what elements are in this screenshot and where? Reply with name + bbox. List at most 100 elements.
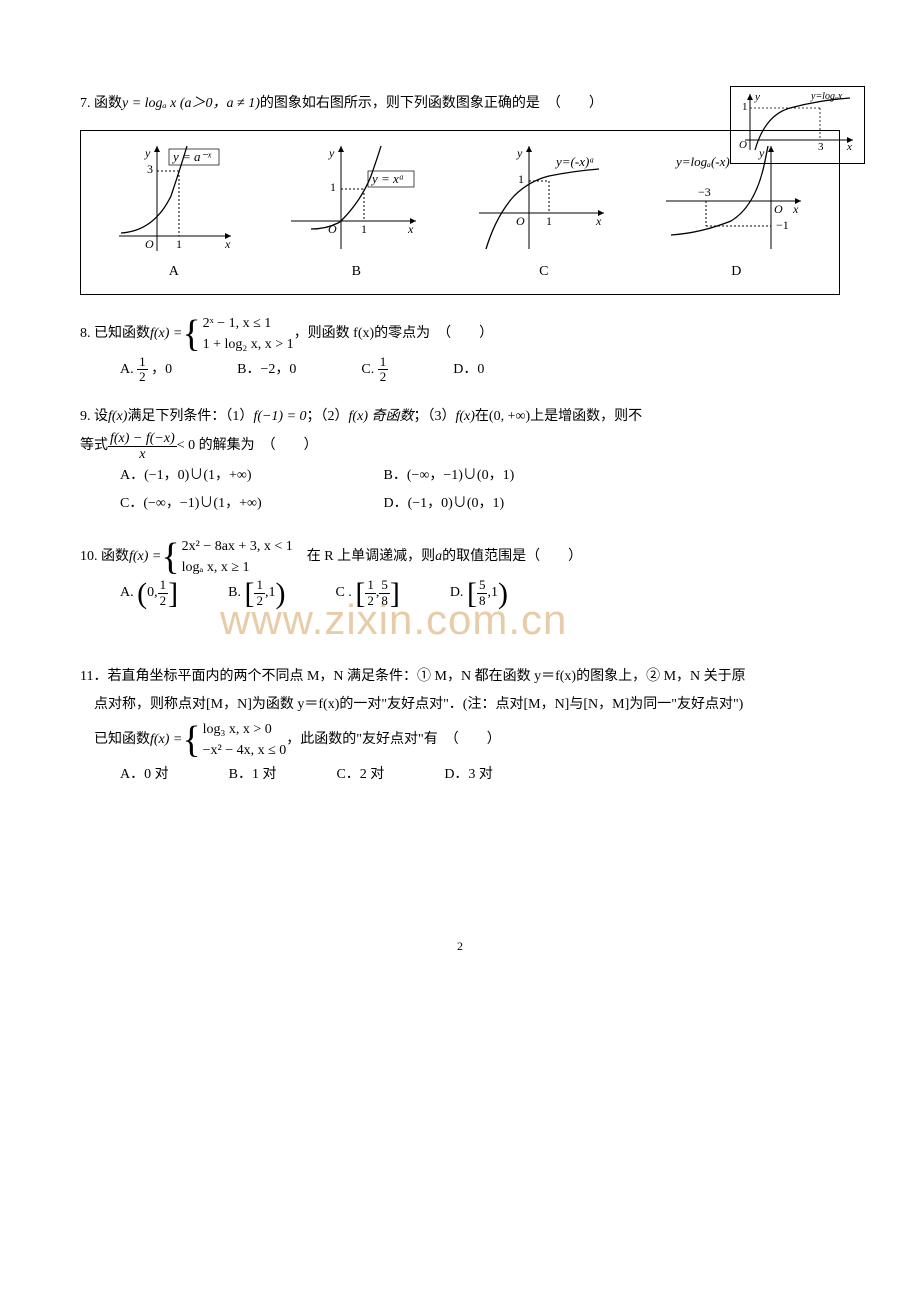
- q11-piecewise: { log₃ x, x > 0 −x² − 4x, x ≤ 0: [182, 719, 286, 761]
- q10-c-rb: ]: [390, 580, 400, 607]
- page-number: 2: [80, 939, 840, 954]
- q7-label-d: D: [661, 258, 811, 286]
- q9-fnum: f(x) − f(−x): [108, 431, 177, 447]
- question-7: 7. 函数 y = logₐ x (a＞0，a ≠ 1) 的图象如右图所示，则下…: [80, 90, 840, 295]
- q11-l3p: 已知函数: [94, 726, 150, 754]
- q9-c1: f(−1) = 0: [253, 403, 306, 431]
- q8-suffix: ，则函数 f(x)的零点为 （ ）: [294, 320, 494, 348]
- q10-c-f2n: 5: [379, 578, 390, 593]
- q7-graphs-box: y = a⁻ˣ 3 1 O x y A: [80, 130, 840, 295]
- q7-prefix: 7. 函数: [80, 90, 122, 118]
- question-10: 10. 函数 f(x) = { 2x² − 8ax + 3, x < 1 log…: [80, 536, 840, 608]
- q8-opt-c: C. 12: [361, 355, 388, 385]
- q8-opt-a: A. 12 ，0: [120, 355, 172, 385]
- q9-opt-c: C．(−∞，−1)∪(1，+∞): [120, 490, 380, 518]
- q11-opt-c: C．2 对: [336, 761, 384, 789]
- svg-text:O: O: [516, 214, 525, 228]
- q10-b-fn: 1: [254, 578, 265, 593]
- svg-text:1: 1: [361, 222, 367, 236]
- q9-opt-b: B．(−∞，−1)∪(0，1): [384, 468, 515, 483]
- q8-opt-d: D．0: [453, 356, 484, 384]
- q10-c-f1d: 2: [365, 594, 376, 608]
- q9-c3b: 上是增函数，则不: [530, 403, 642, 431]
- q10-opt-d: D. [ 58 ,1 ): [450, 578, 508, 608]
- q7-graph-a: y = a⁻ˣ 3 1 O x y A: [109, 141, 239, 286]
- q9-c3a: 在: [475, 403, 489, 431]
- svg-text:y=logₐ(-x): y=logₐ(-x): [674, 154, 730, 169]
- q7-graph-c: y=(-x)ᵃ 1 1 O x y C: [474, 141, 614, 286]
- svg-text:y = a⁻ˣ: y = a⁻ˣ: [171, 149, 211, 164]
- svg-text:y: y: [516, 146, 523, 160]
- q11-opt-d: D．3 对: [444, 761, 493, 789]
- q8-piece1: 2ˣ − 1, x ≤ 1: [203, 313, 294, 334]
- q10-a-fn: 1: [158, 578, 169, 593]
- q10-a-fd: 2: [158, 594, 169, 608]
- q7-suffix: 的图象如右图所示，则下列函数图象正确的是 （ ）: [260, 90, 603, 118]
- q9-fx1: f(x): [108, 403, 127, 431]
- q10-prefix: 10. 函数: [80, 543, 129, 571]
- q10-p2: logₐ x, x ≥ 1: [182, 557, 293, 578]
- svg-text:y: y: [144, 146, 151, 160]
- q11-opt-b: B．1 对: [229, 761, 277, 789]
- svg-text:y: y: [758, 146, 765, 160]
- svg-text:x: x: [407, 222, 414, 236]
- svg-text:O: O: [328, 222, 337, 236]
- q10-p1: 2x² − 8ax + 3, x < 1: [182, 536, 293, 557]
- q8-a-tail: ，0: [151, 362, 172, 377]
- q10-opt-a: A. ( 0, 12 ]: [120, 578, 178, 608]
- q8-a-label: A.: [120, 362, 137, 377]
- q10-d-fd: 8: [477, 594, 488, 608]
- q7-graph-d: y=logₐ(-x) −3 −1 O x y D: [661, 141, 811, 286]
- q9-fden: x: [108, 447, 177, 462]
- q9-m3: ；（3）: [413, 403, 455, 431]
- question-9: 9. 设 f(x) 满足下列条件：（1） f(−1) = 0 ；（2） f(x)…: [80, 403, 840, 519]
- q8-lhs: f(x) =: [150, 320, 182, 348]
- q8-c-label: C.: [361, 362, 377, 377]
- q11-lhs: f(x) =: [150, 726, 182, 754]
- q10-b-fd: 2: [254, 594, 265, 608]
- svg-text:x: x: [595, 214, 602, 228]
- q7-label-b: B: [286, 258, 426, 286]
- q8-piece2: 1 + log₂ x, x > 1: [203, 334, 294, 355]
- q8-opt-b: B．−2，0: [237, 356, 296, 384]
- svg-text:−3: −3: [698, 185, 711, 199]
- q9-l2b: < 0 的解集为 （ ）: [177, 432, 318, 460]
- svg-text:3: 3: [147, 162, 153, 176]
- svg-text:1: 1: [518, 172, 524, 186]
- q9-c3fx: f(x): [455, 403, 474, 431]
- q8-a-den: 2: [137, 370, 148, 384]
- q10-lhs: f(x) =: [129, 543, 161, 571]
- q9-opt-a: A．(−1，0)∪(1，+∞): [120, 462, 380, 490]
- q8-prefix: 8. 已知函数: [80, 320, 150, 348]
- q10-d-n2: ,1: [487, 579, 498, 607]
- q10-opt-b: B. [ 12 ,1 ): [228, 578, 285, 608]
- q10-d-lb: [: [467, 580, 477, 607]
- q8-c-den: 2: [378, 370, 389, 384]
- q11-l3s: ，此函数的"友好点对"有 （ ）: [286, 726, 500, 754]
- q10-a-lb: (: [137, 580, 147, 607]
- q10-d-rb: ): [498, 580, 508, 607]
- q7-graph-b: y = xᵃ 1 1 O x y B: [286, 141, 426, 286]
- question-8: 8. 已知函数 f(x) = { 2ˣ − 1, x ≤ 1 1 + log₂ …: [80, 313, 840, 385]
- q7-label-c: C: [474, 258, 614, 286]
- svg-text:−1: −1: [776, 218, 789, 232]
- q11-line2: 点对称，则称点对[M，N]为函数 y＝f(x)的一对"友好点对"．(注：点对[M…: [80, 691, 840, 719]
- q7-func: y = logₐ x (a＞0，a ≠ 1): [122, 90, 260, 118]
- q10-mid: 在 R 上单调递减，则: [293, 543, 435, 571]
- q11-opt-a: A．0 对: [120, 761, 169, 789]
- q7-label-a: A: [109, 258, 239, 286]
- q10-piecewise: { 2x² − 8ax + 3, x < 1 logₐ x, x ≥ 1: [161, 536, 292, 578]
- svg-text:y: y: [328, 146, 335, 160]
- question-11: 11．若直角坐标平面内的两个不同点 M，N 满足条件：① M，N 都在函数 y＝…: [80, 663, 840, 789]
- q9-p1: 9. 设: [80, 403, 108, 431]
- q10-c-lb: [: [355, 580, 365, 607]
- q8-a-num: 1: [137, 355, 148, 370]
- q10-b-rb: ): [275, 580, 285, 607]
- q11-line1: 11．若直角坐标平面内的两个不同点 M，N 满足条件：① M，N 都在函数 y＝…: [80, 663, 840, 691]
- q8-c-num: 1: [378, 355, 389, 370]
- q10-b-lb: [: [244, 580, 254, 607]
- q10-a-n1: 0,: [147, 579, 158, 607]
- q9-l2a: 等式: [80, 432, 108, 460]
- q9-c2: f(x) 奇函数: [349, 403, 414, 431]
- q10-suffix: 的取值范围是（ ）: [442, 543, 582, 571]
